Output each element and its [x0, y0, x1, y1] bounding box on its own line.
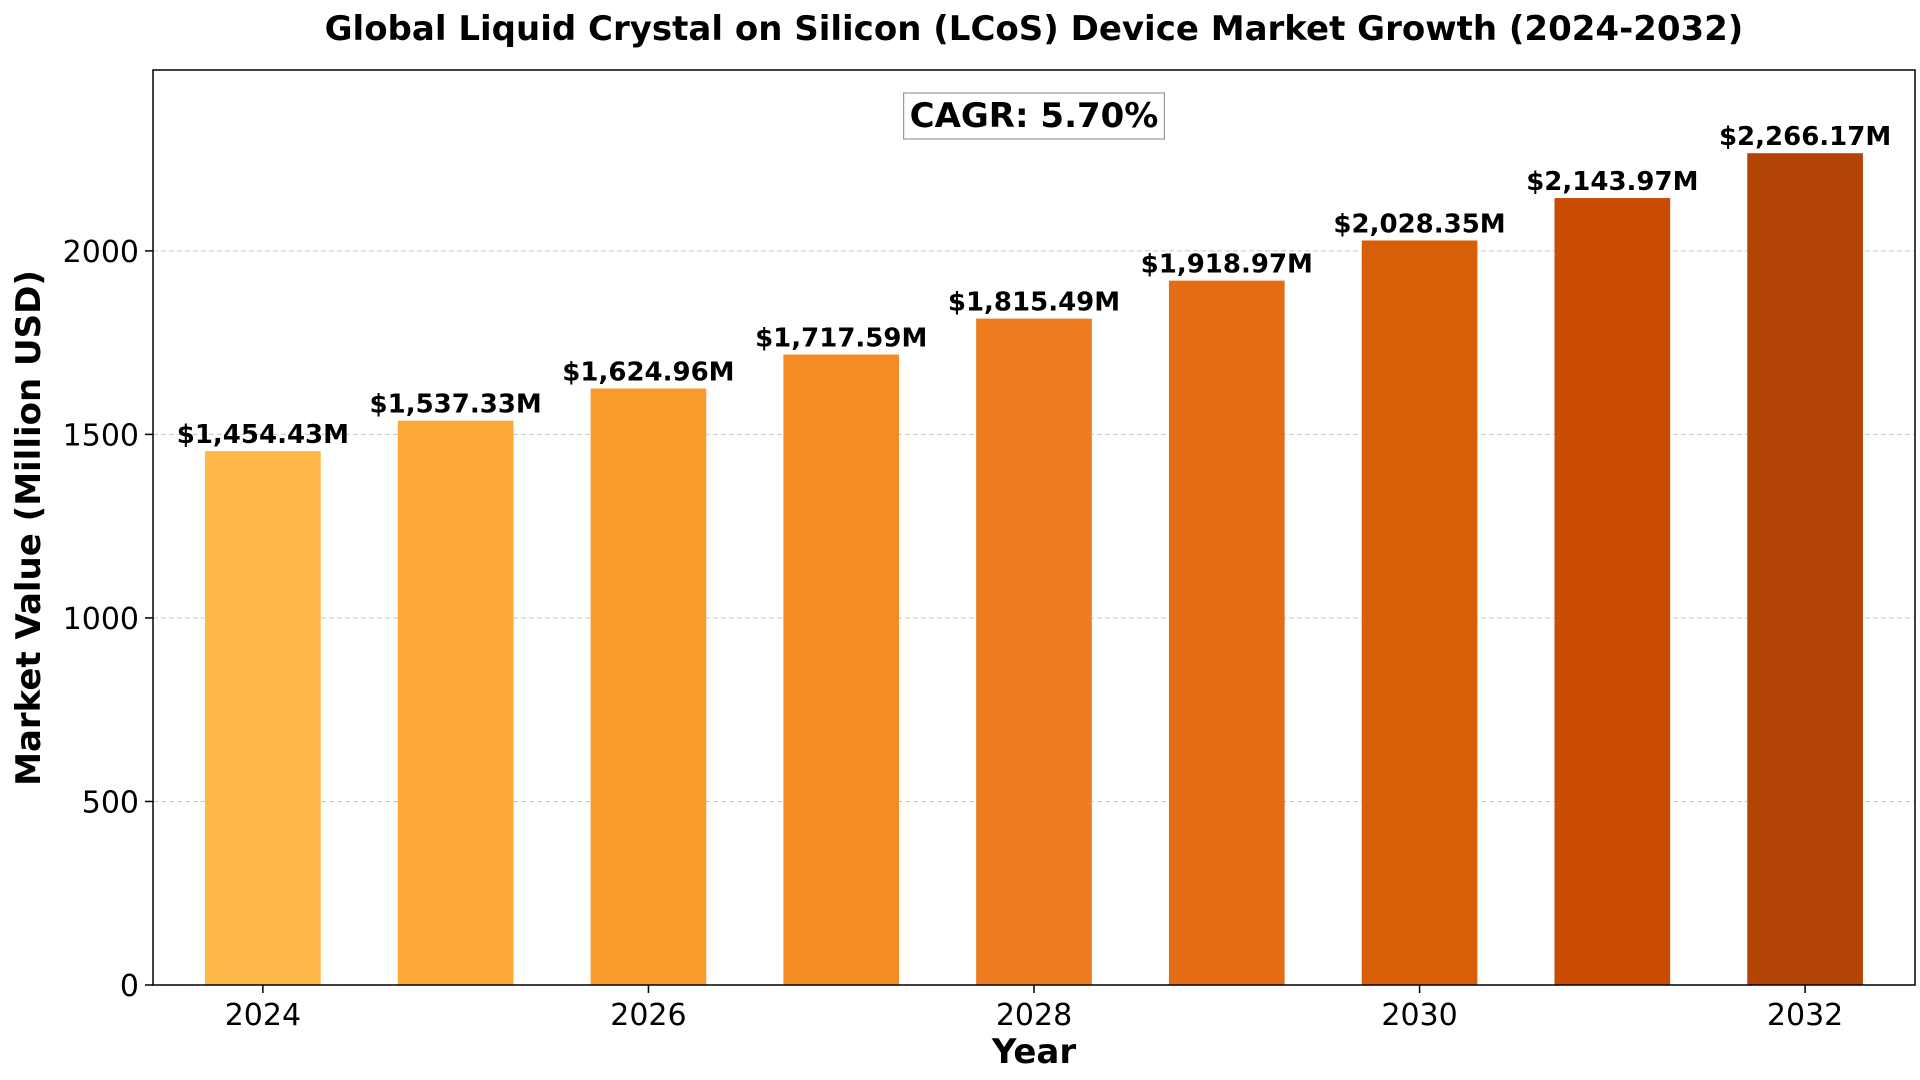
bar-2029 — [1168, 280, 1285, 985]
x-tick-label: 2030 — [1381, 998, 1457, 1033]
bar-2025 — [397, 420, 514, 986]
y-tick-label: 1000 — [63, 602, 139, 637]
plot-frame — [152, 69, 1916, 986]
bar-2032 — [1747, 153, 1863, 985]
y-axis-label: Market Value (Million USD) — [9, 270, 49, 786]
data-labels: $1,454.43M $1,537.33M $1,624.96M $1,717.59M… — [177, 122, 1891, 450]
data-label-2031: $2,143.97M — [1526, 167, 1698, 197]
y-tick-label: 500 — [82, 785, 139, 820]
bar-2030 — [1361, 240, 1478, 985]
cagr-label: CAGR: 5.70% — [910, 96, 1159, 136]
data-label-2030: $2,028.35M — [1333, 209, 1505, 239]
data-label-2024: $1,454.43M — [177, 420, 349, 450]
bar-2031 — [1554, 198, 1671, 986]
bar-2024 — [205, 451, 321, 985]
x-tick-label: 2024 — [225, 998, 301, 1033]
data-label-2026: $1,624.96M — [562, 358, 734, 388]
data-label-2025: $1,537.33M — [370, 390, 542, 420]
y-tick-label: 0 — [120, 969, 139, 1004]
chart-title: Global Liquid Crystal on Silicon (LCoS) … — [325, 9, 1744, 49]
bar-2028 — [976, 318, 1092, 985]
x-tick-label: 2028 — [996, 998, 1072, 1033]
x-tick-label: 2026 — [610, 998, 686, 1033]
data-label-2028: $1,815.49M — [948, 288, 1120, 318]
y-tick-label: 2000 — [63, 235, 139, 270]
bar-2026 — [590, 388, 707, 985]
cagr-box — [903, 92, 1165, 140]
y-tick-label: 1500 — [63, 418, 139, 453]
x-axis-label: Year — [991, 1032, 1077, 1072]
data-label-2032: $2,266.17M — [1719, 122, 1891, 152]
y-axis-ticks: 0 500 1000 1500 2000 — [63, 235, 153, 1004]
x-tick-label: 2032 — [1767, 998, 1843, 1033]
cagr-annotation: CAGR: 5.70% — [903, 92, 1165, 140]
data-label-2029: $1,918.97M — [1141, 250, 1313, 280]
bars — [205, 153, 1863, 986]
bar-2027 — [783, 354, 900, 985]
x-axis-ticks: 2024 2026 2028 2030 2032 — [225, 985, 1843, 1033]
data-label-2027: $1,717.59M — [755, 324, 927, 354]
